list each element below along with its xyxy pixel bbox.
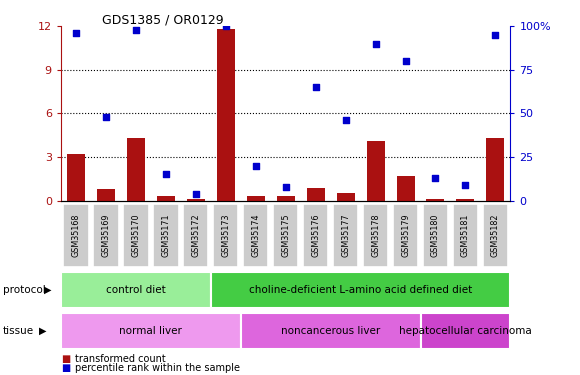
Point bbox=[371, 41, 380, 47]
FancyBboxPatch shape bbox=[63, 204, 89, 267]
Point bbox=[341, 117, 350, 123]
Bar bbox=[336, 194, 354, 201]
Text: ■: ■ bbox=[61, 363, 70, 373]
Text: control diet: control diet bbox=[106, 285, 166, 295]
Point bbox=[311, 84, 320, 90]
Text: ▶: ▶ bbox=[39, 326, 46, 336]
Point bbox=[101, 114, 110, 120]
Text: GSM35172: GSM35172 bbox=[191, 213, 200, 257]
Text: GSM35173: GSM35173 bbox=[221, 214, 230, 257]
Point bbox=[401, 58, 410, 64]
FancyBboxPatch shape bbox=[61, 272, 211, 308]
Text: hepatocellular carcinoma: hepatocellular carcinoma bbox=[399, 326, 532, 336]
Text: protocol: protocol bbox=[3, 285, 46, 295]
FancyBboxPatch shape bbox=[93, 204, 118, 267]
Text: GSM35168: GSM35168 bbox=[71, 214, 81, 257]
Text: GSM35174: GSM35174 bbox=[251, 214, 260, 257]
Text: GSM35175: GSM35175 bbox=[281, 213, 290, 257]
FancyBboxPatch shape bbox=[61, 313, 241, 349]
Text: GSM35179: GSM35179 bbox=[401, 213, 410, 257]
Point bbox=[491, 32, 500, 38]
FancyBboxPatch shape bbox=[453, 204, 478, 267]
Text: ■: ■ bbox=[61, 354, 70, 364]
Text: noncancerous liver: noncancerous liver bbox=[281, 326, 380, 336]
FancyBboxPatch shape bbox=[241, 313, 420, 349]
Bar bbox=[456, 199, 474, 201]
FancyBboxPatch shape bbox=[183, 204, 208, 267]
Point bbox=[131, 27, 140, 33]
FancyBboxPatch shape bbox=[483, 204, 508, 267]
Text: GSM35178: GSM35178 bbox=[371, 214, 380, 257]
FancyBboxPatch shape bbox=[153, 204, 179, 267]
Point bbox=[71, 30, 81, 36]
Text: transformed count: transformed count bbox=[75, 354, 166, 364]
Point bbox=[251, 163, 260, 169]
Bar bbox=[157, 196, 175, 201]
Bar bbox=[367, 141, 385, 201]
Point bbox=[161, 171, 171, 177]
Text: GDS1385 / OR0129: GDS1385 / OR0129 bbox=[102, 13, 223, 26]
Point bbox=[431, 175, 440, 181]
Bar bbox=[67, 154, 85, 201]
FancyBboxPatch shape bbox=[211, 272, 510, 308]
Text: tissue: tissue bbox=[3, 326, 34, 336]
FancyBboxPatch shape bbox=[213, 204, 238, 267]
Point bbox=[461, 182, 470, 188]
Text: percentile rank within the sample: percentile rank within the sample bbox=[75, 363, 240, 373]
Bar bbox=[127, 138, 145, 201]
Point bbox=[281, 184, 290, 190]
Text: GSM35180: GSM35180 bbox=[431, 214, 440, 257]
Text: normal liver: normal liver bbox=[119, 326, 182, 336]
Text: GSM35182: GSM35182 bbox=[491, 214, 500, 257]
Point bbox=[221, 23, 230, 29]
Bar bbox=[277, 196, 295, 201]
Bar bbox=[217, 29, 235, 201]
Text: GSM35181: GSM35181 bbox=[461, 214, 470, 257]
Bar bbox=[246, 196, 264, 201]
FancyBboxPatch shape bbox=[423, 204, 448, 267]
Text: GSM35177: GSM35177 bbox=[341, 213, 350, 257]
FancyBboxPatch shape bbox=[393, 204, 418, 267]
FancyBboxPatch shape bbox=[273, 204, 298, 267]
FancyBboxPatch shape bbox=[243, 204, 269, 267]
Text: ▶: ▶ bbox=[45, 285, 52, 295]
FancyBboxPatch shape bbox=[303, 204, 328, 267]
Text: GSM35176: GSM35176 bbox=[311, 214, 320, 257]
Text: GSM35169: GSM35169 bbox=[102, 214, 110, 257]
Text: choline-deficient L-amino acid defined diet: choline-deficient L-amino acid defined d… bbox=[249, 285, 472, 295]
FancyBboxPatch shape bbox=[333, 204, 358, 267]
Bar bbox=[397, 176, 415, 201]
Bar bbox=[487, 138, 505, 201]
Bar bbox=[187, 199, 205, 201]
Bar bbox=[426, 199, 444, 201]
FancyBboxPatch shape bbox=[123, 204, 148, 267]
Bar bbox=[307, 188, 325, 201]
FancyBboxPatch shape bbox=[363, 204, 388, 267]
Text: GSM35171: GSM35171 bbox=[161, 214, 171, 257]
Text: GSM35170: GSM35170 bbox=[131, 214, 140, 257]
FancyBboxPatch shape bbox=[420, 313, 510, 349]
Bar bbox=[97, 189, 115, 201]
Point bbox=[191, 190, 201, 196]
